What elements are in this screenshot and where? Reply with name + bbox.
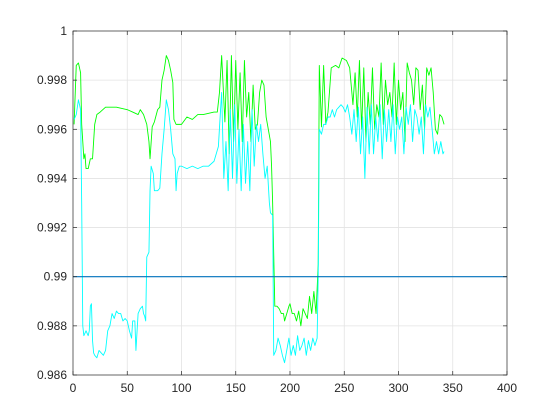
y-tick-label-6: 0.998 <box>37 73 67 87</box>
y-axis: 0.986 0.988 0.99 0.992 0.994 0.996 0.998 1 <box>37 24 507 382</box>
x-axis: 0 50 100 150 200 250 300 350 400 <box>70 31 517 395</box>
y-tick-label-3: 0.992 <box>37 221 67 235</box>
y-tick-label-5: 0.996 <box>37 122 67 136</box>
y-tick-label-1: 0.988 <box>37 319 67 333</box>
x-tick-label-1: 50 <box>121 381 135 395</box>
x-tick-label-7: 350 <box>443 381 463 395</box>
y-tick-label-0: 0.986 <box>37 368 67 382</box>
y-tick-label-7: 1 <box>60 24 67 38</box>
series-line-1 <box>73 55 445 327</box>
series-line-2 <box>73 91 445 364</box>
x-tick-label-5: 250 <box>334 381 354 395</box>
x-tick-label-3: 150 <box>226 381 246 395</box>
x-tick-label-8: 400 <box>497 381 517 395</box>
series-group <box>73 55 507 364</box>
x-tick-label-2: 100 <box>171 381 191 395</box>
x-tick-label-4: 200 <box>280 381 300 395</box>
y-tick-label-2: 0.99 <box>44 270 68 284</box>
x-tick-label-6: 300 <box>388 381 408 395</box>
x-tick-label-0: 0 <box>70 381 77 395</box>
y-tick-label-4: 0.994 <box>37 171 67 185</box>
